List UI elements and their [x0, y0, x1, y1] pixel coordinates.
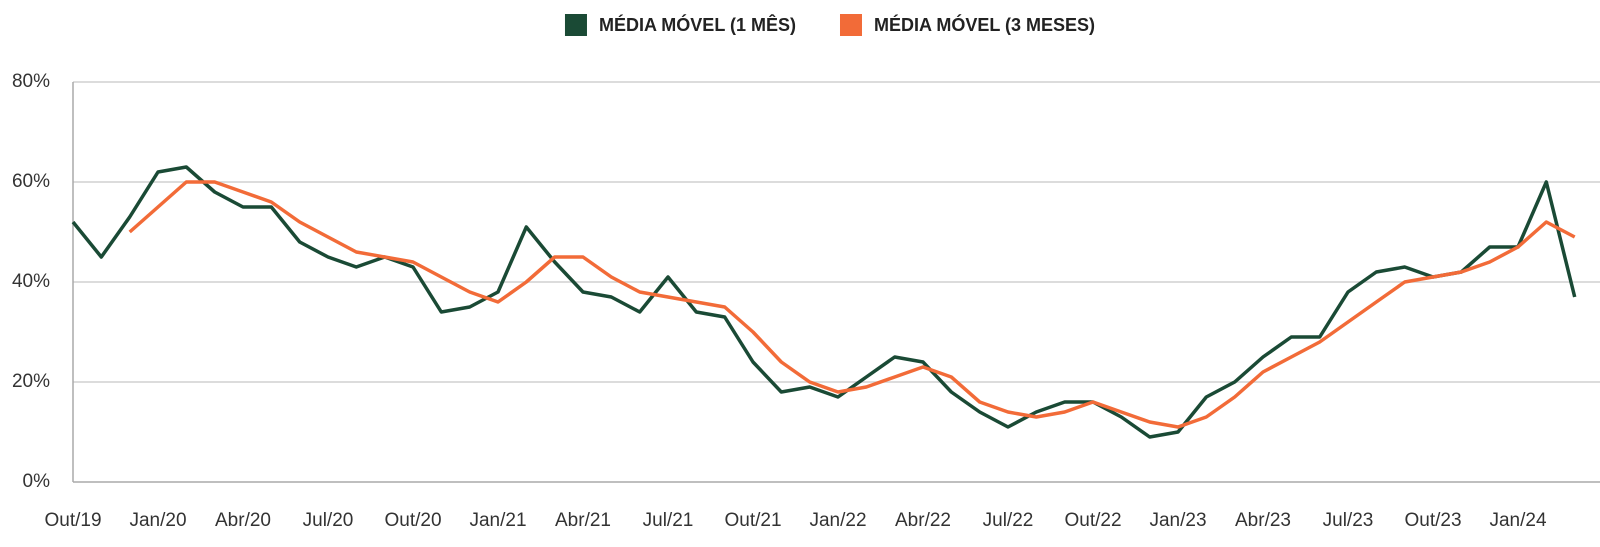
y-tick-label: 60% — [12, 171, 50, 192]
legend-swatch — [839, 14, 862, 36]
legend-label: MÉDIA MÓVEL (1 MÊS) — [599, 14, 796, 35]
x-tick-label: Jan/23 — [1149, 510, 1206, 531]
y-tick-label: 20% — [12, 371, 50, 392]
x-tick-label: Out/22 — [1064, 510, 1121, 531]
y-tick-label: 40% — [12, 271, 50, 292]
x-tick-label: Abr/21 — [555, 510, 611, 531]
x-tick-label: Out/23 — [1404, 510, 1461, 531]
line-series — [128, 180, 1576, 429]
x-tick-label: Jul/21 — [643, 510, 694, 531]
x-tick-label: Abr/20 — [215, 510, 271, 531]
x-tick-label: Out/19 — [44, 510, 101, 531]
x-tick-label: Jan/22 — [809, 510, 866, 531]
legend: MÉDIA MÓVEL (1 MÊS) MÉDIA MÓVEL (3 MESES) — [564, 14, 1095, 36]
x-tick-label: Jan/24 — [1489, 510, 1546, 531]
x-tick-label: Jan/21 — [469, 510, 526, 531]
x-tick-label: Abr/23 — [1235, 510, 1291, 531]
x-tick-label: Out/20 — [384, 510, 441, 531]
x-tick-label: Jul/20 — [303, 510, 354, 531]
legend-label: MÉDIA MÓVEL (3 MESES) — [874, 14, 1095, 35]
legend-swatch — [564, 14, 587, 36]
x-tick-label: Out/21 — [724, 510, 781, 531]
y-tick-label: 0% — [23, 471, 51, 492]
line-series — [71, 165, 1577, 439]
legend-item: MÉDIA MÓVEL (1 MÊS) — [564, 14, 796, 36]
y-tick-label: 80% — [12, 71, 50, 92]
x-tick-label: Abr/22 — [895, 510, 951, 531]
x-tick-label: Jul/22 — [983, 510, 1034, 531]
x-tick-label: Jan/20 — [129, 510, 186, 531]
x-tick-label: Jul/23 — [1323, 510, 1374, 531]
legend-item: MÉDIA MÓVEL (3 MESES) — [839, 14, 1095, 36]
